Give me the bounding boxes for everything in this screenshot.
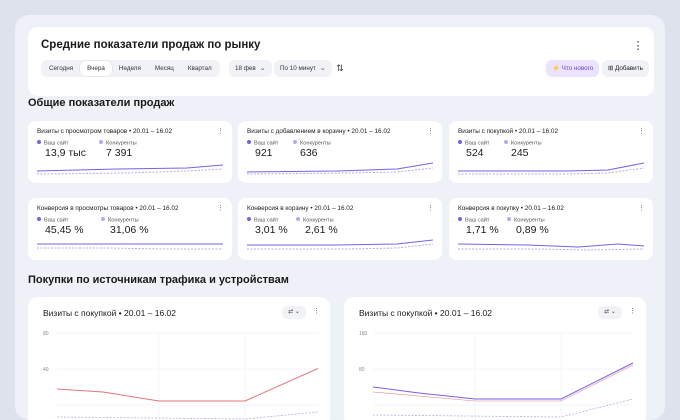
- chevron-down-icon: ⌄: [319, 65, 326, 72]
- whats-new-button[interactable]: ⚡ Что нового: [546, 60, 600, 77]
- metric-value-comp: 7 391: [106, 147, 133, 159]
- metric-title: Визиты с покупкой • 20.01 – 16.02: [458, 128, 559, 135]
- metric-title: Конверсия в покупку • 20.01 – 16.02: [458, 205, 564, 212]
- legend-comp: Конкуренты: [504, 140, 542, 147]
- legend-mine: Ваш сайт: [37, 217, 68, 224]
- metric-value-mine: 1,71 %: [466, 224, 499, 236]
- date-label: 18 фев: [235, 65, 256, 72]
- sparkline: [247, 162, 433, 175]
- filter-sliders-icon[interactable]: ⇅: [336, 63, 344, 73]
- y-tick-label: 80: [359, 367, 365, 373]
- legend-comp: Конкуренты: [296, 217, 334, 224]
- period-tab-yesterday[interactable]: Вчера: [80, 61, 112, 76]
- legend-mine: Ваш сайт: [247, 140, 278, 147]
- legend-mine: Ваш сайт: [247, 217, 278, 224]
- sparkline: [37, 164, 223, 175]
- legend-mine: Ваш сайт: [458, 217, 489, 224]
- interval-label: По 10 минут: [280, 65, 316, 72]
- card-kebab-icon[interactable]: ⋮: [427, 205, 434, 212]
- chart-type-toggle[interactable]: ⇄ ⌄: [282, 306, 306, 319]
- page-title: Средние показатели продаж по рынку: [41, 39, 261, 51]
- metric-value-mine: 45,45 %: [45, 224, 84, 236]
- metric-value-comp: 636: [300, 147, 318, 159]
- metric-value-comp: 2,61 %: [305, 224, 338, 236]
- interval-dropdown[interactable]: По 10 минут ⌄: [274, 60, 332, 77]
- card-kebab-icon[interactable]: ⋮: [638, 128, 645, 135]
- add-widget-icon: ⊞: [608, 65, 614, 72]
- sparkline: [458, 243, 644, 251]
- lightning-icon: ⚡: [552, 65, 560, 72]
- card-kebab-icon[interactable]: ⋮: [217, 128, 224, 135]
- sparkline: [247, 239, 433, 250]
- chart-kebab-icon[interactable]: ⋮: [629, 308, 636, 315]
- metric-title: Конверсия в просмотры товаров • 20.01 – …: [37, 205, 179, 212]
- metric-title: Визиты с просмотром товаров • 20.01 – 16…: [37, 128, 173, 135]
- legend-comp: Конкуренты: [293, 140, 331, 147]
- metric-value-mine: 921: [255, 147, 273, 159]
- card-kebab-icon[interactable]: ⋮: [217, 205, 224, 212]
- chart-type-toggle[interactable]: ⇄ ⌄: [598, 306, 622, 319]
- chevron-down-icon: ⌄: [259, 65, 266, 72]
- metric-value-mine: 3,01 %: [255, 224, 288, 236]
- legend-comp: Конкуренты: [507, 217, 545, 224]
- card-kebab-icon[interactable]: ⋮: [427, 128, 434, 135]
- period-tab-today[interactable]: Сегодня: [49, 65, 74, 72]
- metric-value-comp: 245: [511, 147, 529, 159]
- section-title-traffic: Покупки по источникам трафика и устройст…: [28, 274, 289, 286]
- traffic-chart-1: 80 40: [43, 331, 318, 420]
- legend-mine: Ваш сайт: [458, 140, 489, 147]
- add-button[interactable]: ⊞ Добавить: [602, 60, 649, 77]
- add-label: Добавить: [615, 65, 643, 72]
- date-dropdown[interactable]: 18 фев ⌄: [229, 60, 272, 77]
- whats-new-label: Что нового: [561, 65, 594, 72]
- sparkline: [37, 243, 223, 250]
- section-title-sales: Общие показатели продаж: [28, 97, 175, 109]
- metric-value-comp: 0,89 %: [516, 224, 549, 236]
- metric-value-mine: 13,9 тыс: [45, 147, 86, 159]
- legend-comp: Конкуренты: [101, 217, 139, 224]
- metric-card-purchases[interactable]: Визиты с покупкой • 20.01 – 16.02 ⋮ Ваш …: [449, 121, 653, 183]
- metric-card-add-to-cart[interactable]: Визиты с добавлением в корзину • 20.01 –…: [238, 121, 442, 183]
- traffic-chart-card-1: Визиты с покупкой • 20.01 – 16.02 ⇄ ⌄ ⋮ …: [28, 297, 330, 420]
- header-kebab-icon[interactable]: ⋮: [632, 40, 644, 52]
- card-kebab-icon[interactable]: ⋮: [638, 205, 645, 212]
- metric-card-purchase-conversion[interactable]: Конверсия в покупку • 20.01 – 16.02 ⋮ Ва…: [449, 198, 653, 260]
- chart-kebab-icon[interactable]: ⋮: [313, 308, 320, 315]
- sparkline: [458, 162, 644, 175]
- metric-card-product-views[interactable]: Визиты с просмотром товаров • 20.01 – 16…: [28, 121, 232, 183]
- metric-value-comp: 31,06 %: [110, 224, 149, 236]
- period-tab-quarter[interactable]: Квартал: [187, 65, 212, 72]
- metric-title: Визиты с добавлением в корзину • 20.01 –…: [247, 128, 391, 135]
- chart-title: Визиты с покупкой • 20.01 – 16.02: [359, 308, 493, 318]
- metric-card-cart-conversion[interactable]: Конверсия в корзину • 20.01 – 16.02 ⋮ Ва…: [238, 198, 442, 260]
- traffic-chart-2: 160 80: [359, 331, 634, 420]
- period-tab-month[interactable]: Месяц: [154, 65, 174, 72]
- legend-comp: Конкуренты: [99, 140, 137, 147]
- metric-title: Конверсия в корзину • 20.01 – 16.02: [247, 205, 354, 212]
- traffic-chart-card-2: Визиты с покупкой • 20.01 – 16.02 ⇄ ⌄ ⋮ …: [344, 297, 646, 420]
- metric-card-view-conversion[interactable]: Конверсия в просмотры товаров • 20.01 – …: [28, 198, 232, 260]
- y-tick-label: 160: [359, 331, 368, 337]
- legend-mine: Ваш сайт: [37, 140, 68, 147]
- y-tick-label: 80: [43, 331, 49, 337]
- period-selector: Сегодня Вчера Неделя Месяц Квартал: [41, 60, 220, 77]
- dashboard-frame: Средние показатели продаж по рынку ⋮ Сег…: [15, 15, 665, 420]
- y-tick-label: 40: [43, 367, 49, 373]
- header-card: Средние показатели продаж по рынку ⋮ Сег…: [28, 27, 654, 96]
- chart-title: Визиты с покупкой • 20.01 – 16.02: [43, 308, 177, 318]
- period-tab-week[interactable]: Неделя: [118, 65, 141, 72]
- metric-value-mine: 524: [466, 147, 484, 159]
